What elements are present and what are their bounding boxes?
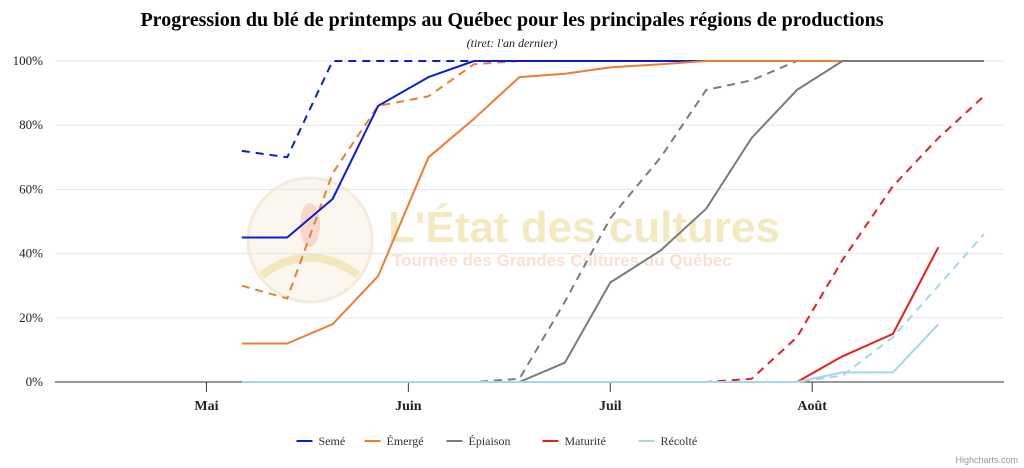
legend-label: Semé [319, 434, 346, 448]
watermark-title: L'État des cultures [388, 202, 780, 252]
x-tick-label: Août [797, 399, 827, 414]
credits-link[interactable]: Highcharts.com [955, 455, 1018, 465]
legend: Semé Émergé Épiaison Maturité Récolté [296, 434, 698, 448]
watermark: L'État des cultures Tournée des Grandes … [246, 176, 780, 304]
x-tick-label: Juil [599, 399, 622, 414]
chart-title: Progression du blé de printemps au Québe… [140, 9, 883, 31]
y-tick-label: 100% [13, 53, 44, 68]
series-line[interactable] [241, 323, 940, 383]
legend-item[interactable]: Maturité [542, 434, 606, 448]
legend-label: Récolté [661, 434, 698, 448]
y-tick-label: 60% [19, 181, 43, 196]
legend-label: Maturité [565, 434, 606, 448]
legend-item[interactable]: Récolté [638, 434, 698, 448]
y-tick-label: 0% [26, 374, 44, 389]
legend-label: Émergé [387, 434, 424, 448]
legend-item[interactable]: Épiaison [446, 434, 511, 448]
legend-item[interactable]: Émergé [364, 434, 424, 448]
legend-item[interactable]: Semé [296, 434, 346, 448]
y-tick-label: 20% [19, 310, 43, 325]
watermark-field-icon [259, 253, 361, 279]
x-tick-label: Juin [395, 399, 422, 414]
y-axis-ticks: 0% 20% 40% 60% 80% 100% [13, 53, 44, 389]
watermark-subtitle: Tournée des Grandes Cultures du Québec [392, 251, 732, 270]
y-tick-label: 80% [19, 117, 43, 132]
x-tick-label: Mai [194, 399, 218, 414]
legend-label: Épiaison [469, 434, 511, 448]
y-tick-label: 40% [19, 246, 43, 261]
series-line[interactable] [241, 60, 984, 383]
series-lines [241, 60, 985, 383]
chart-subtitle: (tiret: l'an dernier) [467, 36, 558, 50]
